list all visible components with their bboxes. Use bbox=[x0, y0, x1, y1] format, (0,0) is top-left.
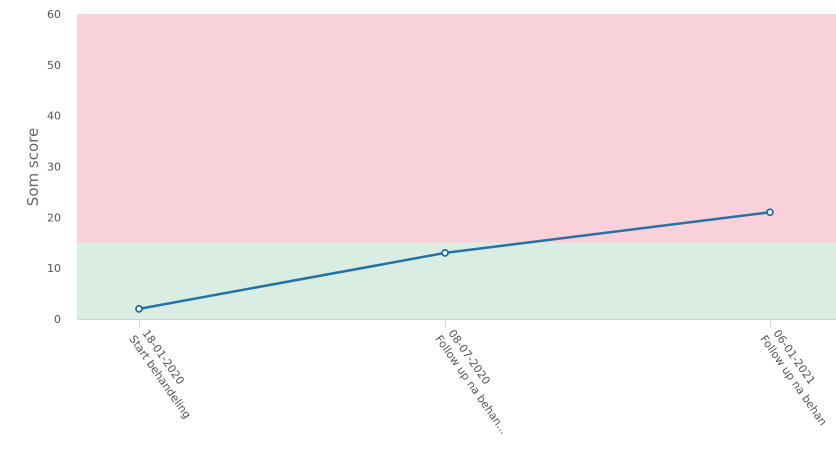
data-point[interactable] bbox=[135, 304, 143, 313]
y-tick-label: 20 bbox=[47, 211, 61, 224]
data-point[interactable] bbox=[766, 208, 774, 217]
y-tick-label: 10 bbox=[47, 262, 61, 275]
series-layer bbox=[135, 208, 774, 313]
y-axis-title: Som score bbox=[24, 128, 42, 206]
threshold-bands bbox=[77, 14, 836, 319]
data-point[interactable] bbox=[441, 249, 449, 257]
band-1 bbox=[77, 14, 836, 243]
y-tick-label: 40 bbox=[47, 110, 61, 123]
band-0 bbox=[77, 242, 836, 319]
y-tick-label: 30 bbox=[47, 161, 61, 174]
y-tick-label: 0 bbox=[54, 313, 61, 326]
y-axis-ticks: 0 10 20 30 40 50 60 bbox=[47, 8, 61, 326]
y-tick-label: 60 bbox=[47, 8, 61, 21]
y-tick-label: 50 bbox=[47, 59, 61, 72]
